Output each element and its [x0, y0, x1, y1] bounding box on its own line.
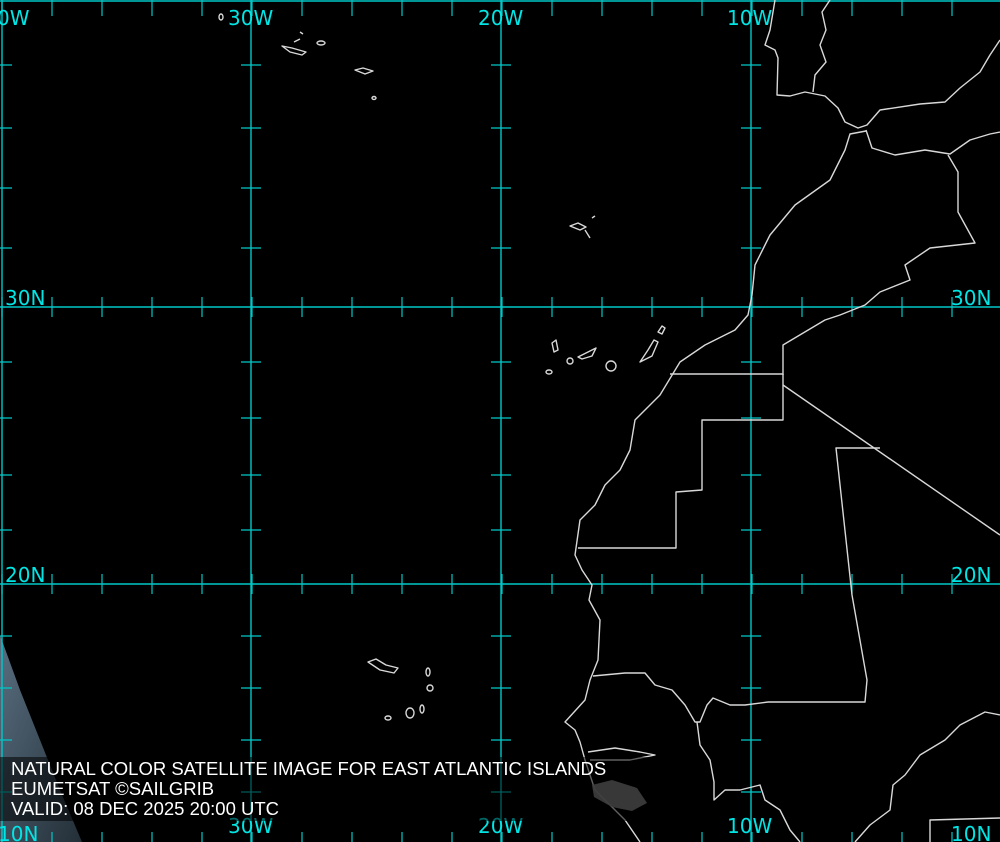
mauritania-algeria-border [782, 384, 1000, 536]
label-bottom-10n-left: 10N [0, 822, 39, 842]
mauritania-mali-border [768, 447, 880, 703]
label-bottom-20w: 20W [478, 814, 524, 838]
label-bottom-10n-right: 10N [951, 822, 992, 842]
mali-burkina-border [854, 711, 1000, 842]
iberia-coast [764, 0, 1000, 129]
caption-box: NATURAL COLOR SATELLITE IMAGE FOR EAST A… [0, 757, 655, 821]
label-left-30n: 30N [5, 286, 46, 310]
morocco-algeria-border [782, 154, 976, 375]
caption-valid-time: VALID: 08 DEC 2025 20:00 UTC [11, 798, 280, 819]
niger-border [929, 817, 1000, 842]
caption-credit: EUMETSAT ©SAILGRIB [11, 778, 215, 799]
label-right-30n: 30N [951, 286, 992, 310]
grid-ticks [0, 0, 953, 842]
azores-islands [218, 13, 377, 101]
label-top-10w: 10W [727, 6, 773, 30]
label-top-30w: 30W [228, 6, 274, 30]
senegal-river-border [592, 672, 769, 723]
label-top-40w: 0W [0, 6, 30, 30]
caption-title: NATURAL COLOR SATELLITE IMAGE FOR EAST A… [11, 758, 607, 779]
senegal-mali-border [696, 721, 801, 842]
label-right-20n: 20N [951, 563, 992, 587]
african-atlantic-coast [564, 130, 867, 842]
label-bottom-10w: 10W [727, 814, 773, 838]
label-top-20w: 20W [478, 6, 524, 30]
coastlines [218, 0, 1000, 842]
label-bottom-30w: 30W [228, 814, 274, 838]
madeira-islands [569, 215, 596, 239]
morocco-med-coast [865, 129, 1000, 156]
label-left-20n: 20N [5, 563, 46, 587]
portugal-spain-border [812, 0, 831, 93]
cape-verde-islands [367, 658, 434, 721]
western-sahara-mauritania-border [578, 374, 784, 549]
canary-islands [545, 325, 666, 375]
